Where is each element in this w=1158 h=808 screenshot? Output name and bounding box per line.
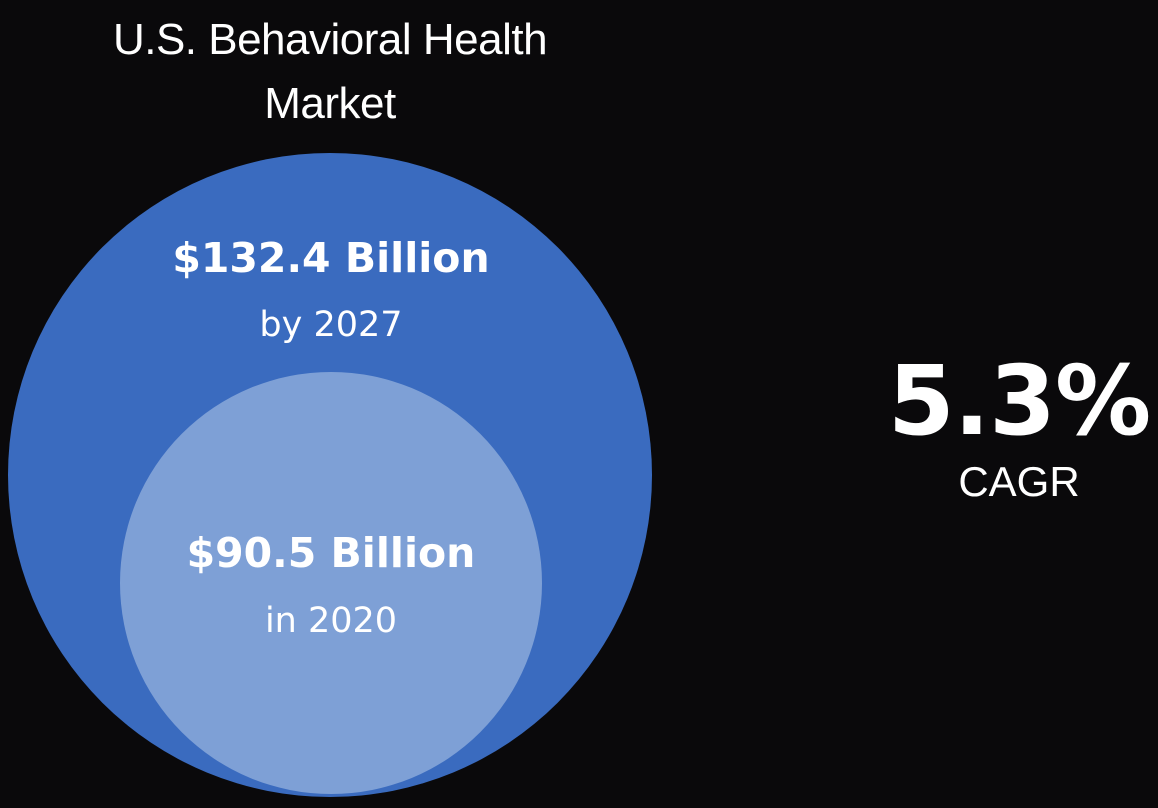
inner-circle-value-label: $90.5 Billion <box>187 529 476 577</box>
inner-circle-2020 <box>120 372 542 794</box>
outer-circle-value-label: $132.4 Billion <box>172 234 489 282</box>
cagr-block: 5.3% CAGR <box>880 348 1158 508</box>
cagr-value: 5.3% <box>887 345 1151 457</box>
outer-circle-year-label: by 2027 <box>259 305 402 345</box>
chart-title-line-1: U.S. Behavioral Health <box>112 15 548 64</box>
chart-title-line-2: Market <box>264 79 396 128</box>
chart-title: U.S. Behavioral Health Market <box>40 8 620 136</box>
cagr-label: CAGR <box>958 458 1080 505</box>
inner-circle-year-label: in 2020 <box>265 601 397 641</box>
